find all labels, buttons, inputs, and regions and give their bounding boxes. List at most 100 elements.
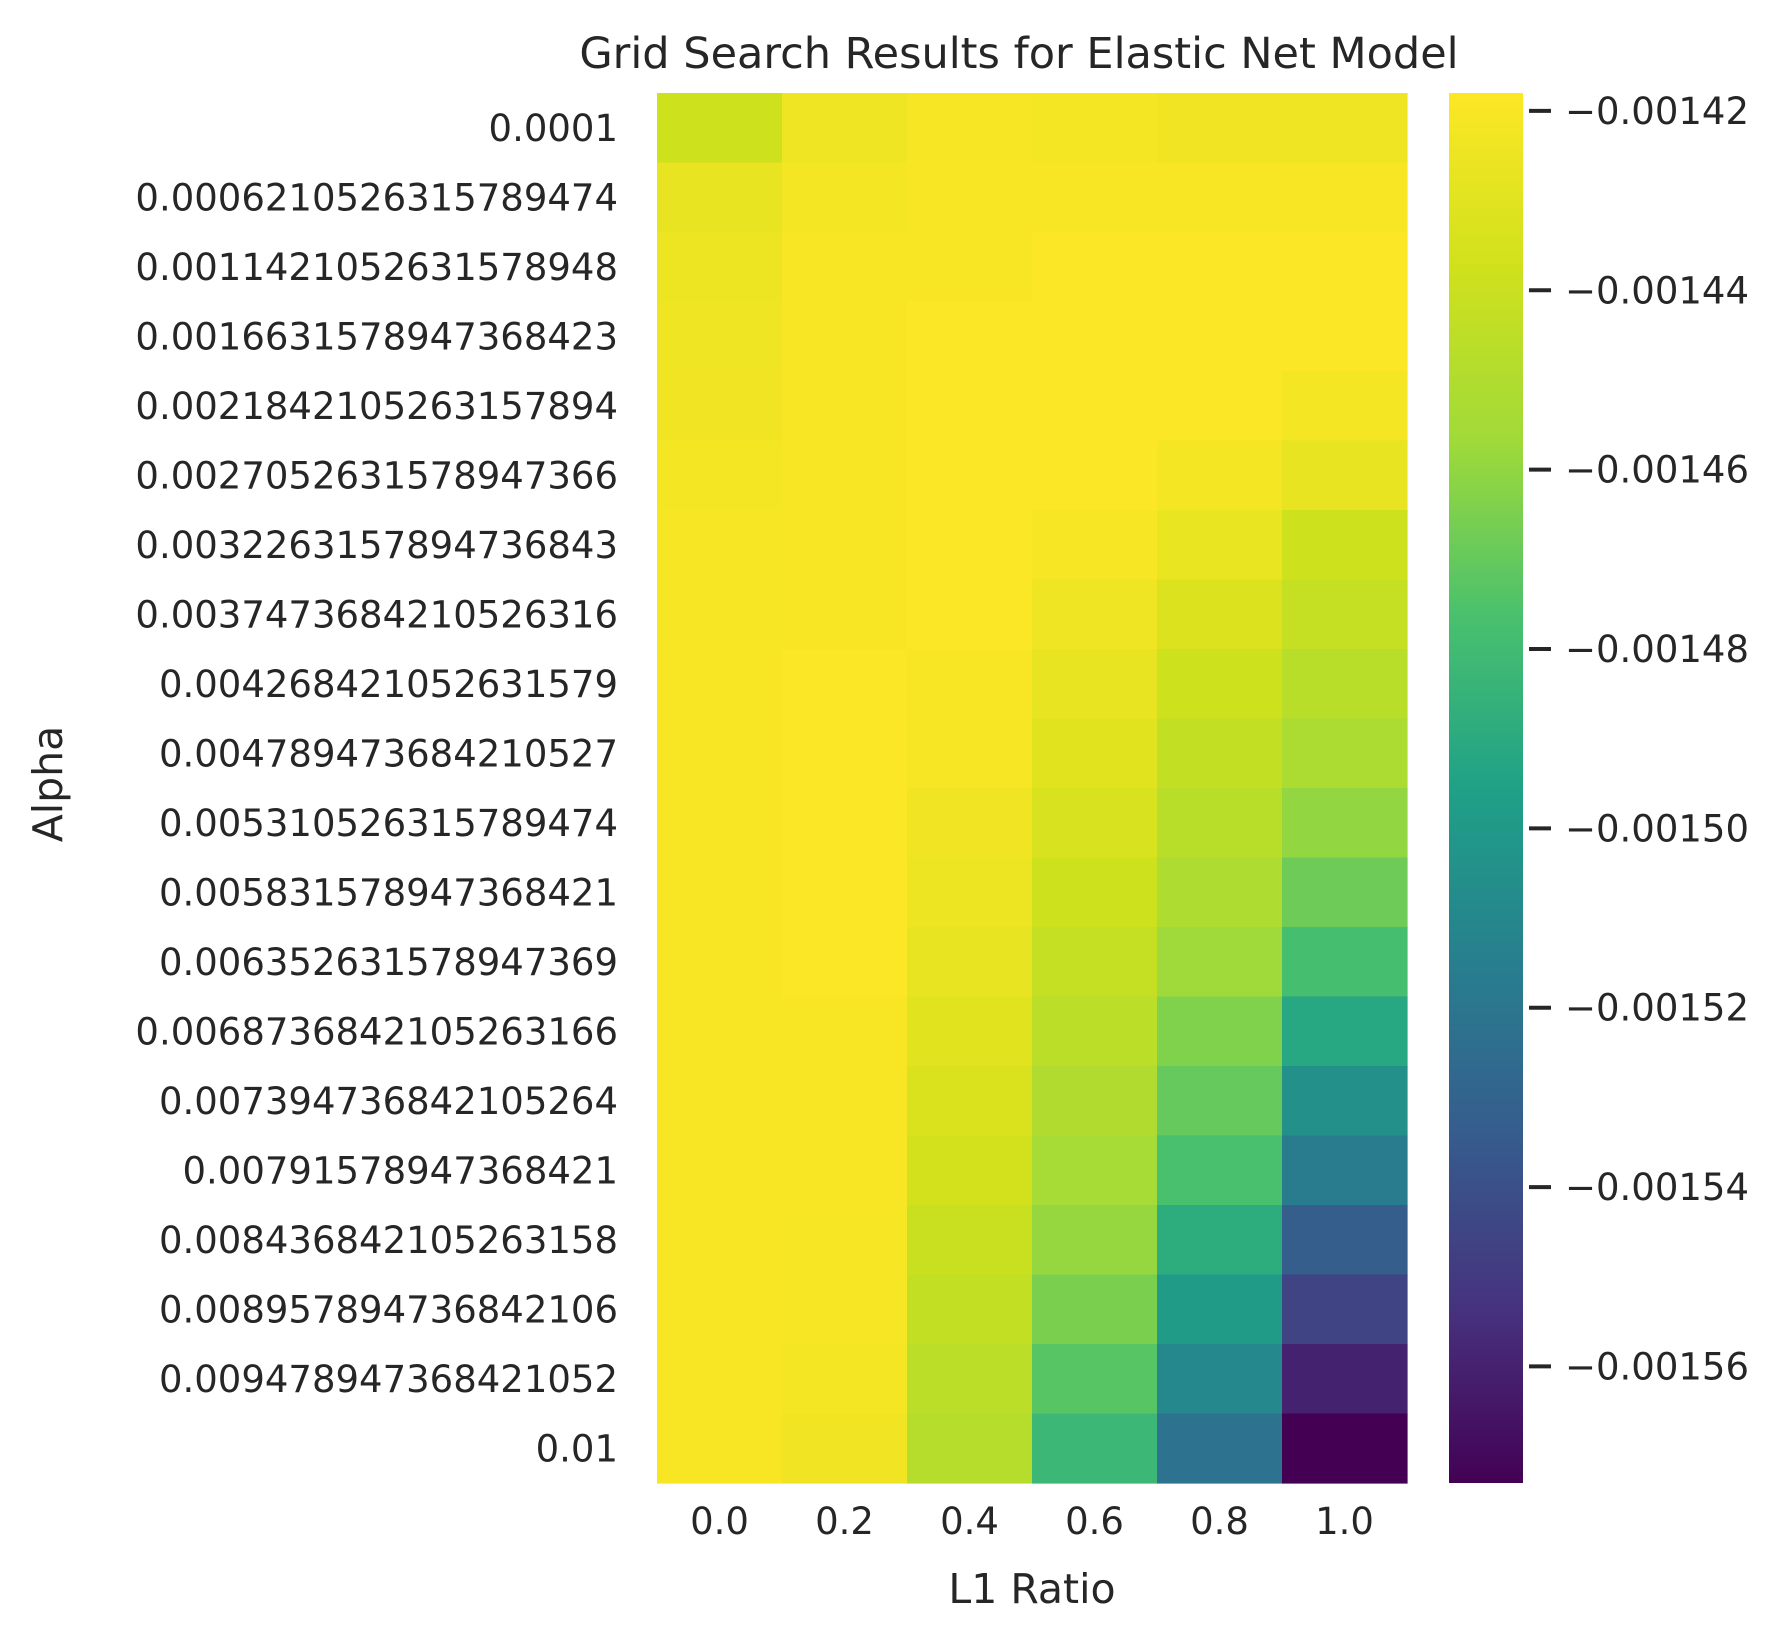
y-tick-label: 0.0001 <box>489 107 618 150</box>
heatmap-cell <box>657 440 783 511</box>
heatmap-cell <box>907 93 1033 164</box>
heatmap-cell <box>1157 1344 1283 1415</box>
heatmap-cell <box>1157 301 1283 372</box>
heatmap-cell <box>1032 579 1158 650</box>
y-tick-label: 0.00426842105263157​9 <box>159 663 618 706</box>
y-axis-label: Alpha <box>24 726 72 843</box>
heatmap-cell <box>1282 788 1408 859</box>
y-tick-label: 0.008957894736842106 <box>159 1288 618 1331</box>
heatmap-cell <box>657 1205 783 1276</box>
heatmap-cell <box>907 788 1033 859</box>
colorbar-tick-label: −0.00146 <box>1565 449 1749 492</box>
y-tick-label: 0.008436842105263158 <box>159 1219 618 1262</box>
y-tick-label: 0.003226315789473684​3 <box>135 524 618 567</box>
x-tick-labels: 0.0 0.2 0.4 0.6 0.8 1.0 <box>690 1500 1374 1543</box>
heatmap-cell <box>657 301 783 372</box>
heatmap-cell <box>782 1066 908 1137</box>
heatmap-cell <box>782 1413 908 1484</box>
heatmap-cell <box>1032 788 1158 859</box>
colorbar-tick-label: −0.00152 <box>1565 987 1749 1030</box>
y-tick-label: 0.002184210526315789​4 <box>135 385 618 428</box>
heatmap-cell <box>907 718 1033 789</box>
heatmap-cell <box>1157 718 1283 789</box>
heatmap-cell <box>907 301 1033 372</box>
y-tick-label: 0.001663157894736842​3 <box>135 315 618 358</box>
colorbar-tick-label: −0.00150 <box>1565 807 1749 850</box>
heatmap-cell <box>907 1135 1033 1206</box>
heatmap-cell <box>657 1135 783 1206</box>
heatmap-cell <box>907 1344 1033 1415</box>
heatmap-cell <box>1032 440 1158 511</box>
y-tick-label: 0.002705263157894736​6 <box>135 454 618 497</box>
heatmap-cell <box>782 996 908 1067</box>
heatmap-cell <box>657 162 783 233</box>
heatmap-cell <box>1282 579 1408 650</box>
y-tick-label: 0.000621052631578947​4 <box>135 176 618 219</box>
heatmap-cell <box>1282 996 1408 1067</box>
heatmap-cell <box>657 649 783 720</box>
colorbar-tick-label: −0.00144 <box>1565 269 1749 312</box>
heatmap-cell <box>782 232 908 303</box>
heatmap-cell <box>782 1135 908 1206</box>
heatmap-cell <box>907 1274 1033 1345</box>
heatmap-cell <box>1282 440 1408 511</box>
y-tick-label: 0.00478947368421052​7 <box>159 732 618 775</box>
heatmap-cell <box>907 579 1033 650</box>
heatmap-cell <box>1157 440 1283 511</box>
heatmap-cell <box>657 927 783 998</box>
heatmap-cell <box>907 857 1033 928</box>
heatmap-cell <box>782 93 908 164</box>
heatmap-cell <box>782 510 908 581</box>
heatmap-cell <box>907 996 1033 1067</box>
x-tick-label: 0.4 <box>940 1500 999 1543</box>
heatmap-cell <box>1032 232 1158 303</box>
heatmap-cell <box>1157 857 1283 928</box>
heatmap-cell <box>1282 162 1408 233</box>
heatmap-cell <box>907 510 1033 581</box>
heatmap-cell <box>1157 927 1283 998</box>
heatmap-cell <box>657 718 783 789</box>
heatmap-cell <box>657 1066 783 1137</box>
y-tick-label: 0.01 <box>536 1427 618 1470</box>
heatmap-cell <box>782 301 908 372</box>
heatmap-cell <box>657 788 783 859</box>
heatmap-cell <box>1157 1274 1283 1345</box>
heatmap-cell <box>907 649 1033 720</box>
heatmap-cell <box>1157 1135 1283 1206</box>
heatmap-cell <box>1157 510 1283 581</box>
heatmap-cell <box>657 371 783 442</box>
y-tick-label: 0.001142105263157894​8 <box>135 246 618 289</box>
heatmap-cell <box>1282 371 1408 442</box>
heatmap-cell <box>1032 649 1158 720</box>
x-axis-label: L1 Ratio <box>948 1565 1115 1613</box>
heatmap-cell <box>907 371 1033 442</box>
heatmap-cell <box>1282 1066 1408 1137</box>
heatmap-cell <box>907 1066 1033 1137</box>
heatmap-cell <box>907 927 1033 998</box>
heatmap-cell <box>782 1205 908 1276</box>
heatmap-cells <box>657 93 1408 1484</box>
heatmap-cell <box>782 440 908 511</box>
heatmap-cell <box>1032 301 1158 372</box>
heatmap-cell <box>1032 996 1158 1067</box>
heatmap-cell <box>1157 232 1283 303</box>
heatmap-cell <box>1282 1205 1408 1276</box>
heatmap-cell <box>1032 1205 1158 1276</box>
heatmap-cell <box>1282 232 1408 303</box>
heatmap-cell <box>782 718 908 789</box>
y-tick-label: 0.00791578947368421 <box>183 1149 619 1192</box>
x-tick-label: 0.6 <box>1065 1500 1124 1543</box>
heatmap-cell <box>1282 1413 1408 1484</box>
heatmap-cell <box>1282 1344 1408 1415</box>
heatmap-cell <box>907 162 1033 233</box>
heatmap-cell <box>1032 857 1158 928</box>
y-tick-label: 0.009478947368421052 <box>159 1358 618 1401</box>
heatmap-cell <box>907 440 1033 511</box>
heatmap-cell <box>1282 1274 1408 1345</box>
heatmap-cell <box>1282 93 1408 164</box>
colorbar-tick-label: −0.00154 <box>1565 1166 1749 1209</box>
chart-title: Grid Search Results for Elastic Net Mode… <box>579 29 1458 79</box>
heatmap-cell <box>1282 927 1408 998</box>
heatmap-cell <box>1032 371 1158 442</box>
